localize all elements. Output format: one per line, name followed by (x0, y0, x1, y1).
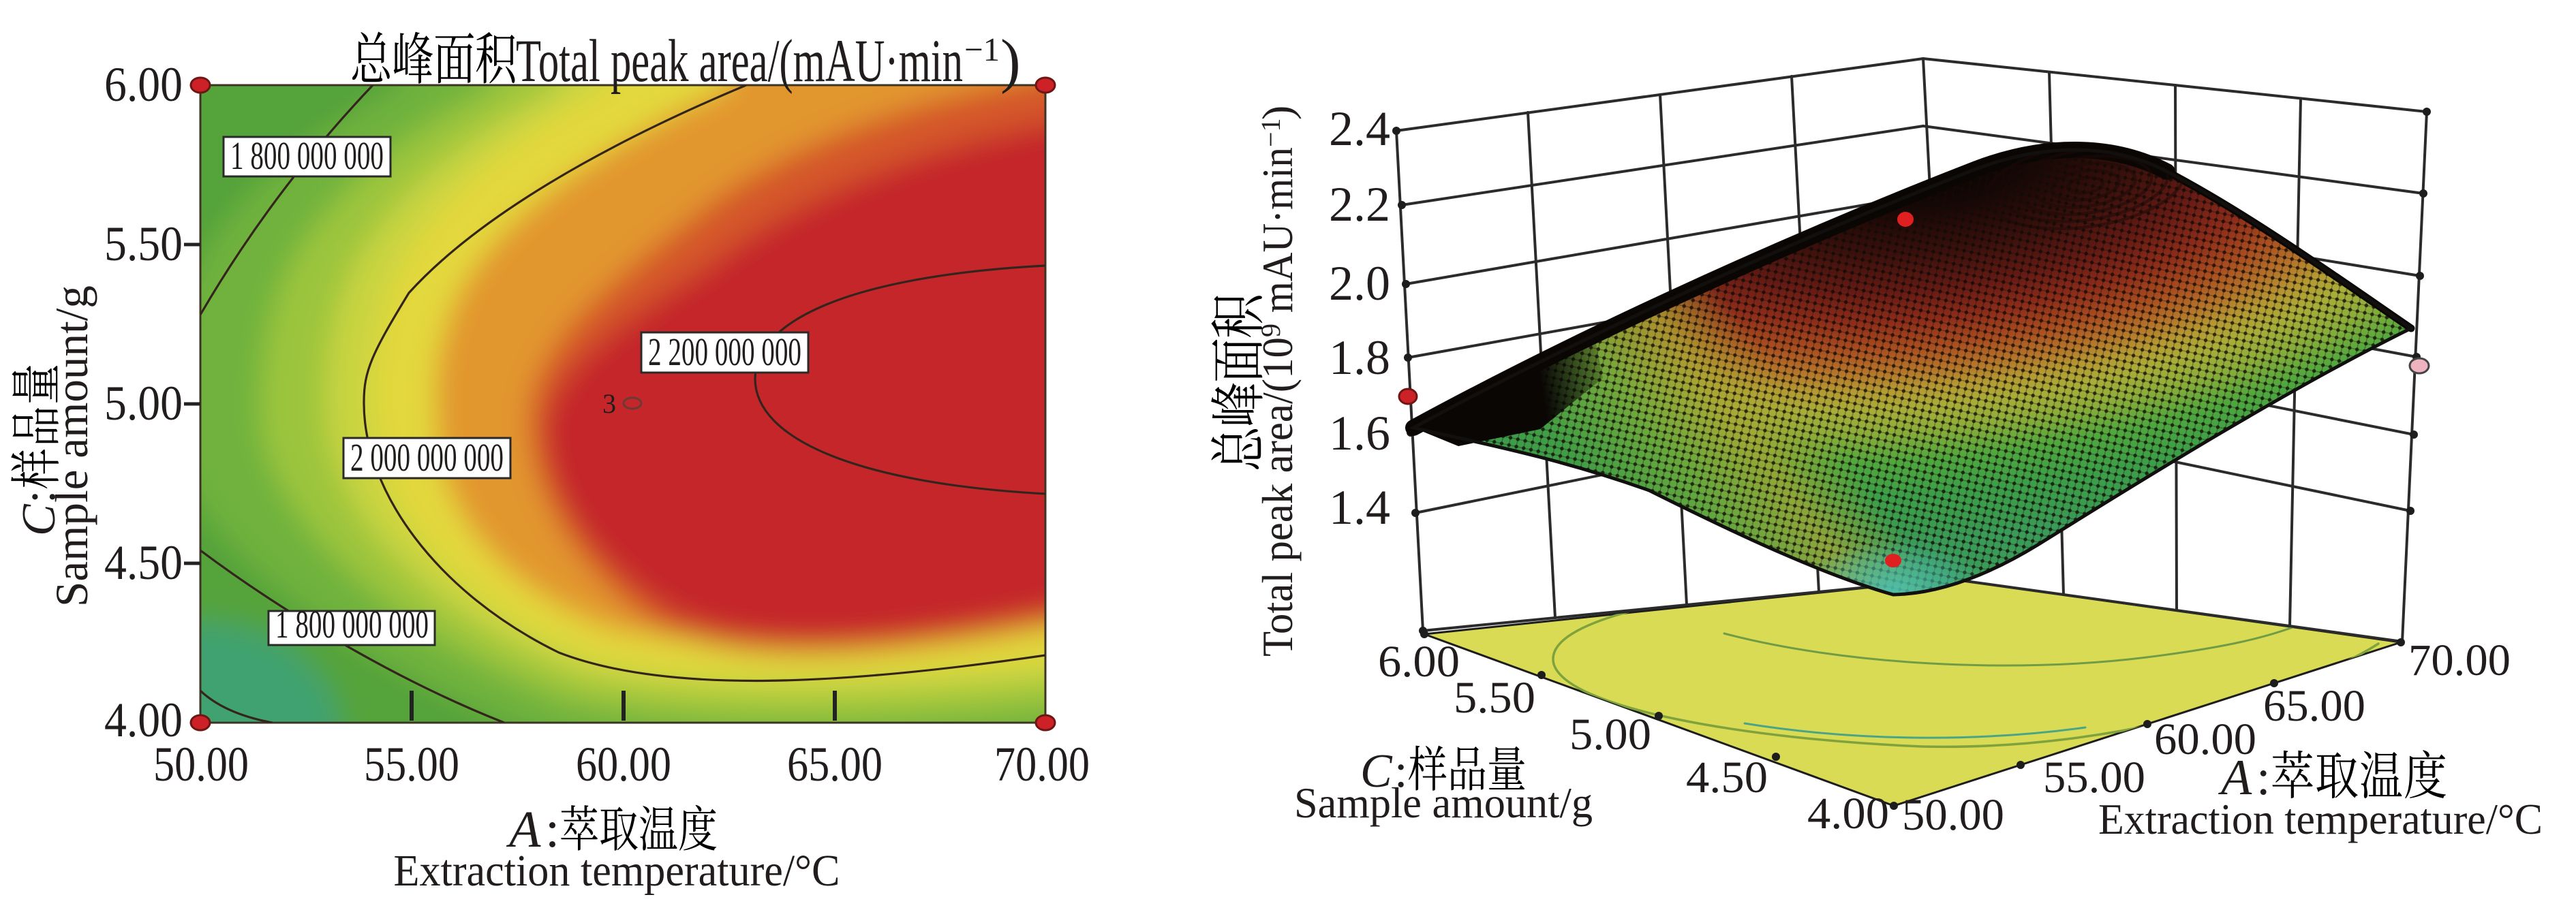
svg-text:): ) (1253, 106, 1302, 120)
svg-text:6.00: 6.00 (1378, 637, 1460, 687)
svg-text:4.00: 4.00 (1807, 789, 1889, 838)
svg-text:−1: −1 (964, 31, 1000, 68)
svg-text:5.00: 5.00 (104, 376, 183, 430)
svg-text:1.8: 1.8 (1329, 330, 1390, 385)
svg-text:Extraction temperature/°C: Extraction temperature/°C (394, 846, 840, 896)
svg-text:Total peak area/(10: Total peak area/(10 (1253, 337, 1302, 657)
svg-text:1.4: 1.4 (1329, 480, 1390, 535)
svg-text:50.00: 50.00 (1902, 790, 2004, 840)
svg-text:−1: −1 (1255, 118, 1286, 147)
svg-text:5.50: 5.50 (104, 217, 183, 271)
svg-text:4.50: 4.50 (104, 535, 183, 590)
svg-text:65.00: 65.00 (2263, 681, 2365, 731)
svg-text:Total peak area/(mAU·min: Total peak area/(mAU·min (516, 28, 963, 95)
svg-text:): ) (1000, 28, 1021, 95)
svg-text:A: A (2218, 750, 2252, 806)
svg-text:50.00: 50.00 (153, 737, 249, 791)
svg-text:A: A (506, 801, 541, 858)
svg-text::: : (2256, 750, 2271, 806)
svg-text:9: 9 (1255, 324, 1286, 337)
svg-text:65.00: 65.00 (787, 737, 883, 791)
svg-text:60.00: 60.00 (576, 737, 671, 791)
svg-text:1.6: 1.6 (1329, 406, 1390, 460)
svg-text::: : (545, 801, 559, 858)
svg-text:2.0: 2.0 (1329, 256, 1390, 311)
svg-text::: : (1394, 745, 1407, 798)
svg-text::: : (13, 490, 65, 503)
svg-text:2 000 000 000: 2 000 000 000 (350, 435, 504, 480)
svg-text:60.00: 60.00 (2154, 715, 2256, 764)
svg-text:2.4: 2.4 (1329, 101, 1390, 156)
svg-text:2.2: 2.2 (1329, 177, 1390, 232)
svg-text:4.00: 4.00 (104, 693, 183, 747)
svg-text:Sample amount/g: Sample amount/g (46, 285, 97, 607)
svg-text:70.00: 70.00 (2408, 636, 2511, 685)
svg-text:55.00: 55.00 (2043, 753, 2145, 802)
svg-text:70.00: 70.00 (994, 737, 1090, 791)
svg-text:1 800 000 000: 1 800 000 000 (275, 602, 429, 646)
svg-text:5.50: 5.50 (1454, 673, 1535, 723)
svg-text:1 800 000 000: 1 800 000 000 (230, 134, 384, 178)
svg-text:2 200 000 000: 2 200 000 000 (648, 330, 801, 374)
svg-text:C: C (13, 503, 65, 536)
svg-text:5.00: 5.00 (1569, 710, 1651, 759)
svg-text:55.00: 55.00 (364, 737, 459, 791)
svg-text:6.00: 6.00 (104, 57, 183, 112)
svg-text:mAU·min: mAU·min (1253, 147, 1302, 323)
svg-text:4.50: 4.50 (1686, 753, 1768, 802)
svg-text:3: 3 (602, 388, 616, 419)
svg-text:Extraction temperature/°C: Extraction temperature/°C (2098, 795, 2543, 843)
svg-text:Sample amount/g: Sample amount/g (1294, 779, 1593, 827)
svg-text:C: C (1360, 745, 1393, 798)
